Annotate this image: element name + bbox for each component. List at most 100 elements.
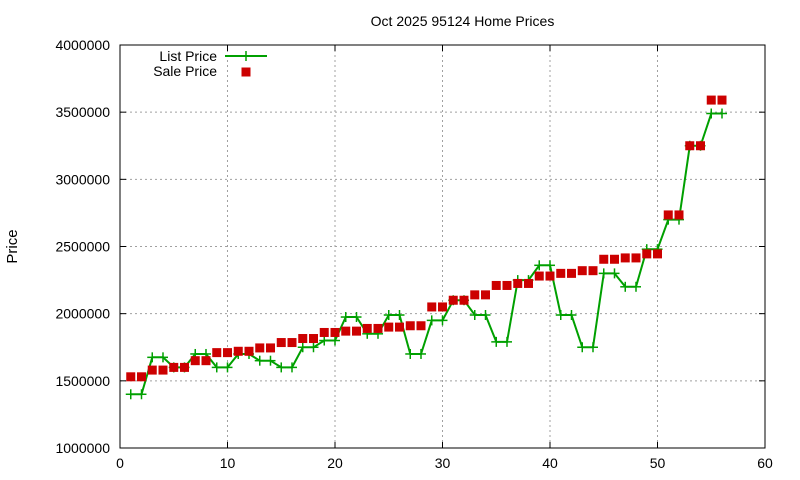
list-price-point bbox=[598, 268, 609, 279]
list-price-point bbox=[297, 342, 308, 353]
sale-price-point bbox=[416, 321, 426, 331]
list-price-point bbox=[491, 336, 502, 347]
y-tick-label: 3500000 bbox=[55, 104, 110, 120]
list-price-point bbox=[211, 362, 222, 373]
list-price-point bbox=[222, 362, 233, 373]
sale-price-point bbox=[556, 268, 566, 278]
list-price-point bbox=[308, 342, 319, 353]
sale-price-point bbox=[233, 346, 243, 356]
x-tick-label: 20 bbox=[327, 455, 343, 471]
y-tick-label: 3000000 bbox=[55, 171, 110, 187]
list-price-point bbox=[254, 355, 265, 366]
sale-price-point bbox=[190, 356, 200, 366]
list-price-point bbox=[609, 268, 620, 279]
list-price-point bbox=[330, 335, 340, 346]
list-price-point bbox=[158, 352, 168, 363]
sale-price-point bbox=[534, 271, 544, 281]
sale-price-point bbox=[126, 372, 136, 382]
list-price-point bbox=[534, 260, 545, 271]
list-price-point bbox=[426, 315, 437, 326]
sale-price-point bbox=[158, 365, 168, 375]
list-price-point bbox=[319, 335, 330, 346]
sale-price-point bbox=[620, 253, 630, 263]
sale-price-point bbox=[244, 346, 254, 356]
sale-price-point bbox=[491, 280, 501, 290]
sale-price-point bbox=[481, 290, 490, 300]
sale-price-point bbox=[459, 295, 469, 305]
list-price-point bbox=[147, 352, 158, 363]
list-price-point bbox=[577, 342, 588, 353]
sale-price-point bbox=[373, 323, 383, 333]
x-tick-label: 10 bbox=[220, 455, 236, 471]
sale-price-point bbox=[631, 253, 641, 263]
y-tick-label: 1000000 bbox=[55, 440, 110, 456]
sale-price-point bbox=[448, 295, 458, 305]
x-tick-label: 60 bbox=[757, 455, 773, 471]
sale-price-point bbox=[180, 362, 189, 372]
sale-price-point bbox=[696, 141, 705, 151]
sale-price-point bbox=[438, 302, 447, 312]
legend-plus-marker bbox=[241, 51, 251, 61]
list-price-point bbox=[480, 310, 491, 321]
sale-price-point bbox=[330, 327, 340, 337]
sale-price-point bbox=[309, 334, 318, 344]
y-tick-label: 2500000 bbox=[55, 239, 110, 255]
sale-price-point bbox=[545, 271, 555, 281]
list-price-point bbox=[383, 310, 394, 321]
x-tick-label: 40 bbox=[542, 455, 558, 471]
list-price-point bbox=[469, 310, 480, 321]
legend-sample-sale-price bbox=[241, 67, 251, 77]
sale-price-point bbox=[502, 280, 512, 290]
sale-price-point bbox=[567, 268, 576, 278]
legend-label-list-price: List Price bbox=[159, 48, 217, 64]
list-price-point bbox=[566, 310, 577, 321]
sale-price-point bbox=[266, 343, 275, 353]
x-tick-label: 50 bbox=[650, 455, 666, 471]
sale-price-point bbox=[524, 278, 533, 288]
legend-square-marker bbox=[241, 67, 251, 77]
list-price-point bbox=[125, 389, 136, 400]
list-price-point bbox=[717, 108, 727, 119]
sale-price-point bbox=[287, 338, 297, 348]
list-price-point bbox=[620, 281, 631, 292]
list-price-point bbox=[555, 310, 566, 321]
sale-price-point bbox=[255, 343, 265, 353]
sale-price-point bbox=[663, 210, 673, 220]
list-price-point bbox=[706, 108, 717, 119]
sale-price-point bbox=[201, 356, 211, 366]
sale-price-point bbox=[427, 302, 437, 312]
x-tick-label: 0 bbox=[116, 455, 124, 471]
list-price-point bbox=[502, 336, 512, 347]
sale-price-point bbox=[599, 254, 609, 264]
list-price-point bbox=[631, 281, 641, 292]
sale-price-point bbox=[588, 266, 598, 276]
list-price-point bbox=[287, 362, 297, 373]
sale-price-point bbox=[405, 321, 415, 331]
list-price-point bbox=[416, 348, 426, 359]
sale-price-point bbox=[706, 95, 716, 105]
sale-price-point bbox=[717, 95, 727, 105]
list-price-point bbox=[340, 312, 351, 323]
sale-price-point bbox=[298, 334, 308, 344]
sale-price-point bbox=[319, 327, 329, 337]
list-price-point bbox=[588, 342, 598, 353]
sale-price-point bbox=[169, 362, 179, 372]
sale-price-point bbox=[276, 338, 286, 348]
series-layer bbox=[125, 95, 727, 400]
sale-price-point bbox=[223, 348, 232, 358]
sale-price-point bbox=[352, 326, 361, 336]
list-price-point bbox=[265, 355, 276, 366]
list-price-point bbox=[351, 312, 362, 323]
sale-price-point bbox=[341, 326, 351, 336]
sale-price-point bbox=[137, 372, 146, 382]
sale-price-point bbox=[513, 278, 523, 288]
y-axis-label: Price bbox=[4, 229, 21, 263]
list-price-point bbox=[276, 362, 287, 373]
list-price-point bbox=[405, 348, 416, 359]
sale-price-point bbox=[384, 322, 394, 332]
axis-ticks: 0 10 20 30 40 50 60 1000000 1500000 2000000 250000… bbox=[55, 37, 773, 471]
sale-price-point bbox=[653, 249, 662, 259]
y-tick-label: 4000000 bbox=[55, 37, 110, 53]
sale-price-point bbox=[470, 290, 480, 300]
